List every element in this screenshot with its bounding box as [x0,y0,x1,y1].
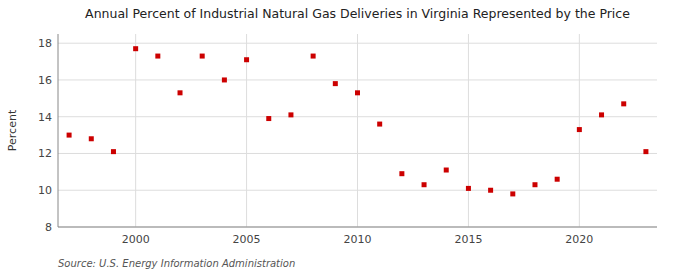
x-axis-line [58,227,657,228]
y-axis-label: Percent [6,109,19,151]
point [621,101,626,106]
chart: 8 10 12 14 16 18 2000 2005 2010 2015 2020 Annual Pe… [0,0,675,275]
y-tick-label: 12 [38,147,52,160]
point [555,177,560,182]
point [643,149,648,154]
x-tick-label: 2005 [233,233,261,246]
x-grid-line [357,34,358,227]
point [532,182,537,187]
point [244,57,249,62]
point [67,133,72,138]
point [577,127,582,132]
point [466,186,471,191]
point [599,112,604,117]
point [133,46,138,51]
point [89,136,94,141]
point [399,171,404,176]
y-axis-line [58,34,59,227]
tick-labels: 8 10 12 14 16 18 2000 2005 2010 2015 2020 [38,37,593,246]
point [222,77,227,82]
point [377,122,382,127]
point [355,90,360,95]
point [178,90,183,95]
point [311,54,316,59]
x-tick-label: 2000 [122,233,150,246]
point [266,116,271,121]
point [488,188,493,193]
x-tick-label: 2010 [344,233,372,246]
point [155,54,160,59]
y-tick-label: 14 [38,111,52,124]
point [422,182,427,187]
x-grid-line [468,34,469,227]
y-tick-label: 16 [38,74,52,87]
point [200,54,205,59]
y-tick-label: 10 [38,184,52,197]
grid [58,34,657,227]
x-tick-label: 2015 [454,233,482,246]
title: Annual Percent of Industrial Natural Gas… [85,6,630,21]
point [288,112,293,117]
y-tick-label: 8 [45,221,52,234]
point [510,191,515,196]
point [333,81,338,86]
y-grid-line [58,227,657,228]
source-note: Source: U.S. Energy Information Administ… [58,258,295,269]
x-grid-line [135,34,136,227]
point [444,168,449,173]
points [67,46,649,196]
x-grid-line [246,34,247,227]
x-tick-label: 2020 [565,233,593,246]
point [111,149,116,154]
y-tick-label: 18 [38,37,52,50]
